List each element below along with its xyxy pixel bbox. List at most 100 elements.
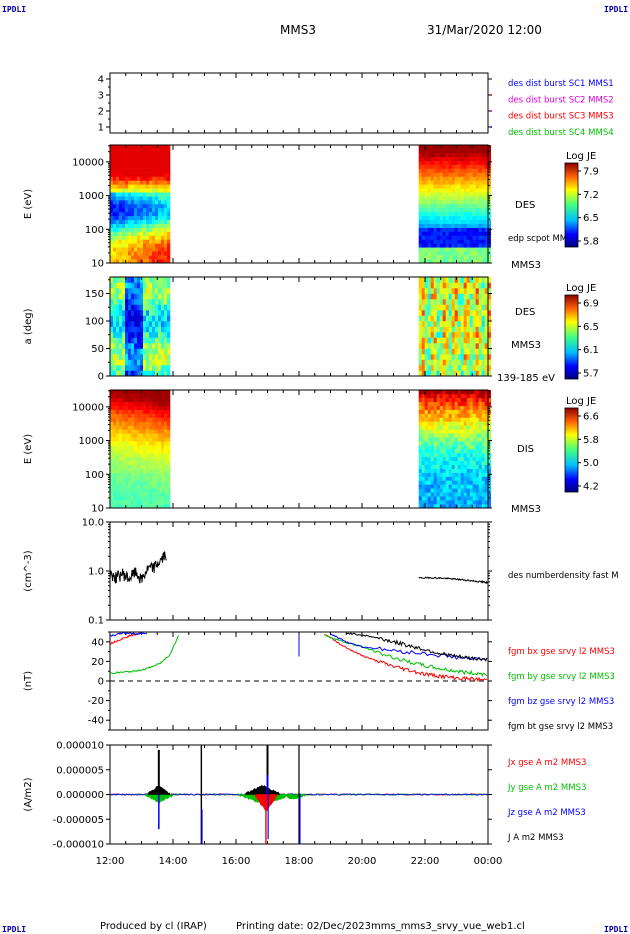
des-energy-panel-cell <box>481 152 485 158</box>
des-energy-panel-cell <box>475 200 479 205</box>
des-energy-panel-cell <box>448 227 452 232</box>
des-pitch-panel-cell <box>475 354 479 360</box>
des-energy-panel-cell <box>152 243 156 248</box>
des-energy-panel-cell <box>457 204 461 209</box>
dis-energy-panel-cell <box>487 421 491 426</box>
date-time-title: 31/Mar/2020 12:00 <box>427 23 542 37</box>
dis-energy-panel-cell <box>110 433 114 438</box>
dis-energy-panel-cell <box>167 437 171 442</box>
dis-energy-panel-cell <box>128 437 132 442</box>
des-pitch-panel-cell <box>448 277 452 283</box>
des-energy-panel-cell <box>466 207 470 213</box>
des-pitch-panel-cell <box>433 277 437 283</box>
des-energy-panel-cell <box>454 231 458 236</box>
des-pitch-panel-cell <box>164 337 168 344</box>
dis-energy-panel-cell <box>448 504 452 509</box>
des-energy-panel-cell <box>439 223 443 228</box>
des-pitch-panel-cell <box>143 326 147 333</box>
dis-energy-panel-cell <box>140 488 144 493</box>
des-energy-panel-cell <box>146 247 150 252</box>
dis-energy-panel-cell <box>167 480 171 485</box>
des-energy-panel-cell <box>433 251 437 256</box>
des-energy-panel-cell <box>125 148 129 154</box>
des-energy-panel-cell <box>439 196 443 201</box>
dis-energy-panel-cell <box>445 504 449 509</box>
dis-energy-panel-cell <box>466 504 470 509</box>
dis-energy-panel-cell <box>460 496 464 501</box>
des-pitch-panel-cell <box>484 299 488 305</box>
des-pitch-panel-cell <box>478 370 482 377</box>
dis-energy-panel-cell <box>164 496 168 501</box>
dis-energy-panel-cell <box>119 441 123 446</box>
des-energy-panel-cell <box>475 211 479 217</box>
des-energy-panel-cell <box>445 192 449 197</box>
des-pitch-panel-cell <box>475 365 479 371</box>
des-pitch-panel-cell <box>478 321 482 327</box>
des-pitch-panel-cell <box>113 365 117 371</box>
dis-energy-panel-cell <box>433 429 437 434</box>
dis-energy-panel-cell <box>436 504 440 509</box>
dis-energy-panel-cell <box>164 401 168 407</box>
des-energy-panel-cell <box>134 243 138 248</box>
des-pitch-panel-cell <box>140 293 144 300</box>
dis-energy-panel-cell <box>424 413 428 418</box>
dis-energy-panel-cell <box>122 468 126 473</box>
des-pitch-panel-cell <box>469 304 473 311</box>
des-pitch-panel-cell <box>418 310 422 316</box>
dis-energy-panel-cell <box>442 441 446 446</box>
dis-energy-panel-cell <box>484 433 488 438</box>
des-pitch-panel-cell <box>439 365 443 371</box>
des-pitch-panel-cell <box>475 370 479 377</box>
des-pitch-panel-cell <box>457 304 461 311</box>
dis-energy-panel-cell <box>469 496 473 501</box>
dis-energy-panel-cell <box>161 390 165 395</box>
des-energy-panel-cell <box>475 180 479 185</box>
dis-energy-panel-cell <box>445 405 449 410</box>
burst-panel-ytick-label: 3 <box>98 91 104 102</box>
des-energy-panel-cell <box>143 176 147 181</box>
dis-energy-panel-cell <box>152 460 156 466</box>
dis-energy-panel-cell <box>125 504 129 509</box>
des-energy-panel-cell <box>131 196 135 201</box>
dis-energy-panel-cell <box>137 441 141 446</box>
des-pitch-panel-cell <box>481 310 485 316</box>
dis-energy-panel-cell <box>430 390 434 395</box>
dis-energy-panel-cell <box>430 429 434 434</box>
dis-energy-panel-cell <box>445 437 449 442</box>
des-energy-panel-cell <box>484 239 488 244</box>
dis-energy-panel-cell <box>164 476 168 481</box>
des-pitch-panel-cell <box>472 343 476 349</box>
des-pitch-panel-cell <box>421 282 425 289</box>
dis-energy-panel-cell <box>134 504 138 509</box>
des-energy-panel-cell <box>466 231 470 236</box>
des-pitch-panel-cell <box>478 337 482 344</box>
des-pitch-panel-cell <box>131 310 135 316</box>
dis-energy-panel-cell <box>451 488 455 493</box>
dis-energy-panel-cell <box>472 437 476 442</box>
des-pitch-panel-cell <box>466 321 470 327</box>
des-energy-panel-cell <box>119 180 123 185</box>
des-pitch-panel-cell <box>427 299 431 305</box>
des-energy-panel-cell <box>481 148 485 154</box>
des-energy-panel-cell <box>436 251 440 256</box>
des-pitch-panel-cell <box>484 304 488 311</box>
dis-energy-panel-cell <box>418 401 422 407</box>
des-pitch-panel-cell <box>161 277 165 283</box>
des-energy-panel-cell <box>487 255 491 260</box>
des-energy-panel-cell <box>439 180 443 185</box>
des-energy-panel-cell <box>143 231 147 236</box>
dis-energy-panel-cell <box>119 484 123 489</box>
des-pitch-panel-cell <box>469 359 473 366</box>
dis-energy-panel-cell <box>418 468 422 473</box>
des-pitch-panel-cell <box>469 310 473 316</box>
des-energy-panel-cell <box>460 200 464 205</box>
des-energy-panel-cell <box>448 172 452 177</box>
des-pitch-panel-cell <box>131 282 135 289</box>
dis-energy-panel-cell <box>427 492 431 497</box>
des-pitch-panel-cell <box>472 326 476 333</box>
dis-energy-panel-cell <box>469 480 473 485</box>
des-energy-panel-cell <box>460 204 464 209</box>
des-energy-panel-cell <box>125 207 129 213</box>
dis-energy-panel-cell <box>472 456 476 462</box>
des-pitch-panel-cell <box>167 337 171 344</box>
